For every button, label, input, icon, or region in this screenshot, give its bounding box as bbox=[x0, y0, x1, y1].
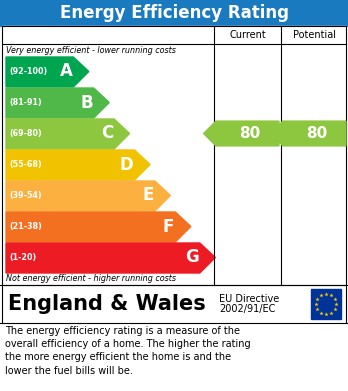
Text: (1-20): (1-20) bbox=[9, 253, 36, 262]
Text: The energy efficiency rating is a measure of the
overall efficiency of a home. T: The energy efficiency rating is a measur… bbox=[5, 326, 251, 376]
Text: (21-38): (21-38) bbox=[9, 222, 42, 231]
Polygon shape bbox=[204, 121, 279, 146]
Text: A: A bbox=[60, 63, 72, 81]
Text: (39-54): (39-54) bbox=[9, 191, 42, 200]
Polygon shape bbox=[6, 181, 171, 211]
Text: D: D bbox=[120, 156, 134, 174]
Polygon shape bbox=[6, 88, 109, 118]
Bar bbox=[311, 289, 341, 319]
Text: (81-91): (81-91) bbox=[9, 98, 42, 107]
Bar bbox=[2, 26, 346, 44]
Polygon shape bbox=[6, 119, 129, 149]
Text: (92-100): (92-100) bbox=[9, 67, 47, 76]
Bar bbox=[0, 285, 348, 323]
Text: F: F bbox=[163, 217, 174, 235]
Text: EU Directive: EU Directive bbox=[219, 294, 279, 304]
Bar bbox=[2, 26, 346, 285]
Polygon shape bbox=[6, 212, 191, 242]
Text: Very energy efficient - lower running costs: Very energy efficient - lower running co… bbox=[6, 46, 176, 55]
Polygon shape bbox=[6, 150, 150, 180]
Polygon shape bbox=[6, 57, 89, 87]
Polygon shape bbox=[271, 121, 346, 146]
Text: Potential: Potential bbox=[293, 30, 336, 40]
Polygon shape bbox=[6, 243, 215, 273]
Text: England & Wales: England & Wales bbox=[8, 294, 206, 314]
Text: E: E bbox=[143, 187, 154, 204]
Text: C: C bbox=[101, 124, 113, 142]
Text: Current: Current bbox=[229, 30, 266, 40]
Text: Energy Efficiency Rating: Energy Efficiency Rating bbox=[60, 4, 288, 22]
Bar bbox=[0, 0, 348, 26]
Text: (69-80): (69-80) bbox=[9, 129, 42, 138]
Text: Not energy efficient - higher running costs: Not energy efficient - higher running co… bbox=[6, 274, 176, 283]
Text: 80: 80 bbox=[239, 126, 260, 141]
Text: (55-68): (55-68) bbox=[9, 160, 42, 169]
Text: 80: 80 bbox=[306, 126, 327, 141]
Text: 2002/91/EC: 2002/91/EC bbox=[219, 304, 275, 314]
Text: B: B bbox=[80, 93, 93, 111]
Text: G: G bbox=[185, 249, 199, 267]
